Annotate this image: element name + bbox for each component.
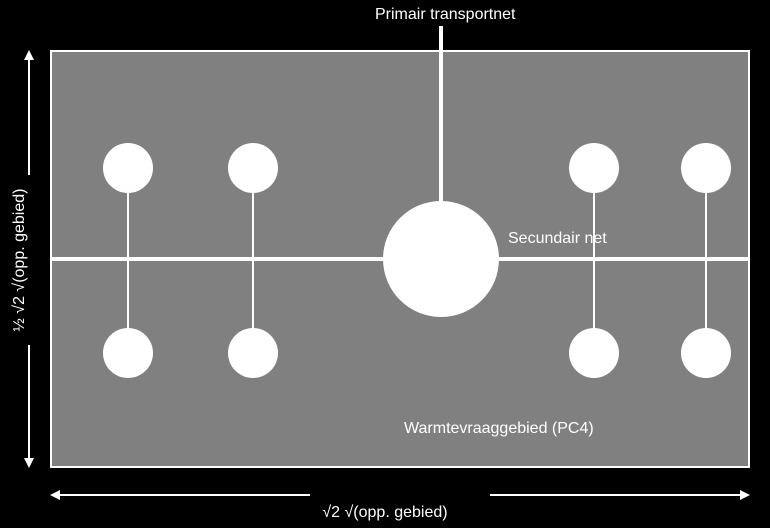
y-axis-arrow-down xyxy=(24,458,34,468)
stub xyxy=(705,168,707,353)
small-node xyxy=(228,328,278,378)
stub xyxy=(127,168,129,353)
small-node xyxy=(569,143,619,193)
x-axis-line-right xyxy=(490,494,740,496)
small-node xyxy=(681,328,731,378)
small-node xyxy=(103,143,153,193)
x-axis-arrow-right xyxy=(740,490,750,500)
small-node xyxy=(228,143,278,193)
stub xyxy=(593,168,595,353)
small-node xyxy=(681,143,731,193)
y-axis-label: ½ √2 √(opp. gebied) xyxy=(11,189,29,332)
y-axis-line-top xyxy=(28,60,30,175)
y-axis-arrow-up xyxy=(24,50,34,60)
label-area: Warmtevraaggebied (PC4) xyxy=(404,420,594,438)
x-axis-line-left xyxy=(60,494,310,496)
title-primary-transport: Primair transportnet xyxy=(375,6,516,24)
label-secondary-net: Secundair net xyxy=(508,230,607,248)
small-node xyxy=(103,328,153,378)
center-node xyxy=(383,201,499,317)
x-axis-label: √2 √(opp. gebied) xyxy=(322,504,447,522)
y-axis-line-bottom xyxy=(28,345,30,458)
x-axis-arrow-left xyxy=(50,490,60,500)
stub xyxy=(252,168,254,353)
small-node xyxy=(569,328,619,378)
